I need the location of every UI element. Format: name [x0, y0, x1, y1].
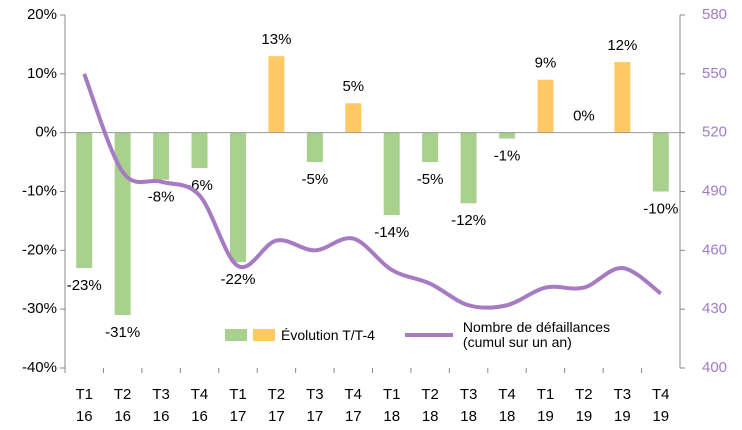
- y2-tick-label: 490: [702, 182, 727, 199]
- line: [82, 73, 662, 310]
- legend-item: Évolution T/T-4: [225, 327, 375, 343]
- y-tick-label: 20%: [27, 6, 57, 23]
- data-label: 9%: [535, 55, 557, 72]
- y-tick-label: 10%: [27, 65, 57, 82]
- data-label: 0%: [573, 108, 595, 125]
- legend: Évolution T/T-4 Nombre de défaillances (…: [225, 320, 648, 350]
- legend-item: Nombre de défaillances (cumul sur un an): [404, 319, 648, 350]
- y2-tick-label: 430: [702, 300, 727, 317]
- x-tick-label: T2 18: [421, 386, 439, 425]
- legend-label: Nombre de défaillances (cumul sur un an): [462, 319, 610, 350]
- bar: [537, 79, 554, 133]
- x-tick-label: T4 17: [345, 386, 363, 425]
- bar: [422, 132, 439, 163]
- x-tick-label: T2 16: [114, 386, 132, 425]
- bar: [229, 132, 246, 263]
- bar: [268, 56, 285, 133]
- x-tick-label: T4 18: [498, 386, 516, 425]
- data-label: -14%: [374, 224, 409, 241]
- x-tick-label: T3 16: [152, 386, 170, 425]
- y-tick-label: -40%: [22, 359, 57, 376]
- y-tick-label: -20%: [22, 241, 57, 258]
- data-label: 13%: [261, 31, 291, 48]
- bar: [345, 103, 362, 133]
- y2-tick-label: 520: [702, 124, 727, 141]
- y-tick-label: -10%: [22, 182, 57, 199]
- x-tick-label: T1 19: [537, 386, 555, 425]
- data-label: -31%: [105, 324, 140, 341]
- legend-label: Évolution T/T-4: [281, 327, 375, 343]
- data-label: 12%: [607, 37, 637, 54]
- x-tick-label: T4 16: [191, 386, 209, 425]
- bar: [191, 132, 208, 168]
- x-tick-label: T1 16: [75, 386, 93, 425]
- y2-tick-label: 400: [702, 359, 727, 376]
- bar: [76, 132, 93, 268]
- x-tick-label: T1 17: [229, 386, 247, 425]
- y2-tick-label: 460: [702, 241, 727, 258]
- y-tick-label: -30%: [22, 300, 57, 317]
- bar: [614, 62, 631, 133]
- data-label: -12%: [451, 212, 486, 229]
- y2-tick-label: 550: [702, 65, 727, 82]
- data-label: -5%: [302, 171, 329, 188]
- bar: [460, 132, 477, 204]
- data-label: -5%: [417, 171, 444, 188]
- y-tick-label: 0%: [35, 124, 57, 141]
- x-tick-label: T2 19: [575, 386, 593, 425]
- bar: [306, 132, 323, 163]
- data-label: -22%: [220, 271, 255, 288]
- x-tick-label: T1 18: [383, 386, 401, 425]
- x-tick-label: T3 19: [614, 386, 632, 425]
- bar: [499, 132, 516, 139]
- legend-swatch: [253, 329, 275, 341]
- legend-swatch: [404, 333, 453, 337]
- data-label: -23%: [67, 277, 102, 294]
- data-label: -10%: [643, 200, 678, 217]
- x-tick-label: T4 19: [652, 386, 670, 425]
- data-label: -6%: [186, 177, 213, 194]
- data-label: 5%: [342, 78, 364, 95]
- x-tick-label: T3 17: [306, 386, 324, 425]
- data-label: -8%: [148, 189, 175, 206]
- bar: [383, 132, 400, 216]
- x-tick-label: T2 17: [268, 386, 286, 425]
- legend-swatch: [225, 329, 247, 341]
- data-label: -1%: [494, 148, 521, 165]
- y2-tick-label: 580: [702, 6, 727, 23]
- bar: [652, 132, 669, 192]
- bar: [153, 132, 170, 180]
- x-tick-label: T3 18: [460, 386, 478, 425]
